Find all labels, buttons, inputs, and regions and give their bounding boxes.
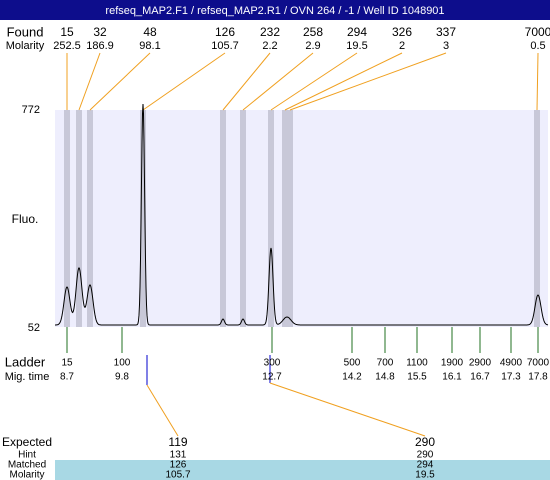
mig-time: 14.8 (375, 372, 395, 383)
expected-row-label: Hint (18, 450, 36, 461)
expected-value: 105.7 (165, 470, 190, 480)
found-value: 326 (392, 25, 412, 39)
expected-value: 290 (417, 450, 434, 461)
ladder-label: Ladder (5, 354, 46, 369)
expected-connector (146, 384, 179, 437)
found-value: 126 (215, 25, 235, 39)
title: refseq_MAP2.F1 / refseq_MAP2.R1 / OVN 26… (105, 5, 444, 17)
mig-time: 12.7 (262, 372, 282, 383)
expected-connector (269, 382, 426, 437)
ladder-size: 4900 (500, 358, 523, 369)
peak-connector (536, 52, 539, 111)
molarity-value: 2.9 (305, 40, 320, 52)
peak-band (140, 110, 146, 327)
found-value: 294 (347, 25, 367, 39)
y-label: Fluo. (12, 212, 39, 226)
mig-time: 8.7 (60, 372, 74, 383)
peak-connector (284, 52, 403, 111)
ladder-size: 500 (344, 358, 361, 369)
found-value: 232 (260, 25, 280, 39)
molarity-value: 186.9 (86, 40, 114, 52)
peak-band (282, 110, 288, 327)
found-value: 32 (93, 25, 107, 39)
expected-value: 290 (415, 435, 435, 449)
peak-band (240, 110, 246, 327)
mig-time-label: Mig. time (5, 371, 50, 383)
ladder-size: 7000 (527, 358, 550, 369)
molarity-value: 2.2 (262, 40, 277, 52)
y-max: 772 (22, 104, 40, 116)
expected-row-label: Expected (2, 435, 52, 449)
ladder-size: 1900 (441, 358, 464, 369)
expected-value: 126 (170, 460, 187, 471)
plot-area (55, 110, 548, 327)
found-value: 48 (143, 25, 157, 39)
peak-band (287, 110, 293, 327)
ladder-size: 1100 (406, 358, 428, 369)
ladder-size: 300 (264, 358, 281, 369)
peak-connector (142, 52, 226, 111)
ladder-size: 700 (377, 358, 394, 369)
expected-value: 294 (417, 460, 434, 471)
molarity-value: 2 (399, 40, 405, 52)
found-value: 337 (436, 25, 456, 39)
molarity-value: 98.1 (139, 40, 160, 52)
mig-time: 17.8 (528, 372, 548, 383)
peak-connector (289, 52, 447, 111)
peak-connector (222, 52, 271, 111)
expected-value: 119 (168, 435, 187, 449)
peak-band (268, 110, 274, 327)
mig-time: 14.2 (342, 372, 362, 383)
matched-highlight (55, 460, 550, 480)
peak-connector (270, 52, 358, 111)
expected-value: 19.5 (415, 470, 435, 480)
molarity-label: Molarity (6, 40, 45, 52)
molarity-value: 19.5 (346, 40, 367, 52)
found-label: Found (7, 24, 44, 39)
ladder-size: 2900 (469, 358, 492, 369)
mig-time: 15.5 (407, 372, 427, 383)
peak-connector (78, 52, 101, 111)
expected-value: 131 (170, 450, 187, 461)
molarity-value: 252.5 (53, 40, 81, 52)
molarity-value: 105.7 (211, 40, 239, 52)
molarity-value: 0.5 (530, 40, 545, 52)
expected-row-label: Matched (8, 460, 46, 471)
mig-time: 17.3 (501, 372, 521, 383)
found-value: 15 (60, 25, 74, 39)
peak-band (76, 110, 82, 327)
peak-band (534, 110, 540, 327)
mig-time: 16.7 (470, 372, 490, 383)
found-value: 258 (303, 25, 323, 39)
ladder-size: 100 (114, 358, 131, 369)
molarity-value: 3 (443, 40, 449, 52)
found-value: 7000 (525, 25, 550, 39)
peak-connector (89, 52, 151, 111)
trace (55, 103, 549, 326)
peak-band (64, 110, 70, 327)
peak-connector (242, 52, 314, 111)
title-bar (0, 0, 550, 20)
mig-time: 16.1 (442, 372, 462, 383)
peak-band (220, 110, 226, 327)
expected-row-label: Molarity (9, 470, 44, 480)
y-min: 52 (28, 322, 40, 334)
ladder-size: 15 (61, 358, 73, 369)
peak-band (87, 110, 93, 327)
mig-time: 9.8 (115, 372, 129, 383)
